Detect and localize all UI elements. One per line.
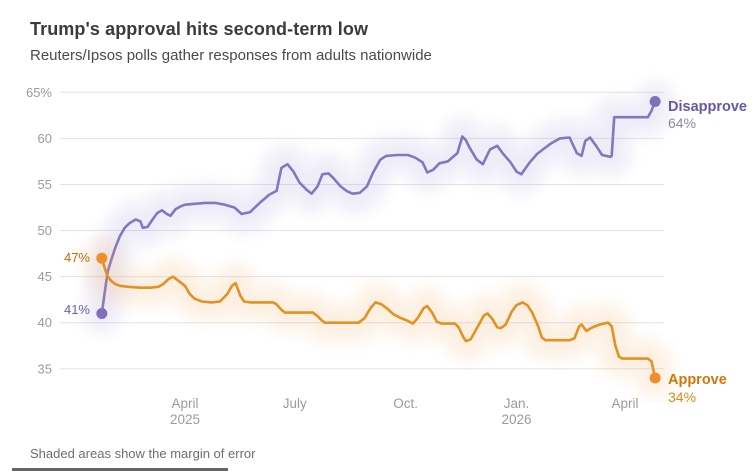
y-tick-label-50: 50 <box>38 223 52 238</box>
end-dot-approve <box>649 372 661 384</box>
y-tick-label-60: 60 <box>38 131 52 146</box>
x-tick-label: April <box>611 396 638 411</box>
x-tick-label: Jan. <box>504 396 530 411</box>
y-tick-label-65: 65% <box>26 85 52 100</box>
chart-title: Trump's approval hits second-term low <box>30 19 369 39</box>
series-line-approve <box>100 256 657 380</box>
end-dot-disapprove <box>649 96 661 108</box>
x-tick-label: 2025 <box>170 412 200 427</box>
start-dot-approve <box>96 252 108 264</box>
y-tick-label-35: 35 <box>38 361 52 376</box>
series-line-disapprove <box>100 100 657 315</box>
approve-start-value-label: 47% <box>63 250 90 265</box>
x-tick-label: July <box>283 396 307 411</box>
disapprove-start-value-label: 41% <box>63 302 90 317</box>
disapprove-end-value-label: 64% <box>668 115 697 131</box>
y-tick-label-45: 45 <box>38 269 52 284</box>
x-tick-label: Oct. <box>393 396 418 411</box>
approve-end-value-label: 34% <box>668 389 697 405</box>
margin-of-error-note: Shaded areas show the margin of error <box>30 446 256 461</box>
approve-series-label: Approve <box>668 372 727 388</box>
x-tick-label: 2026 <box>501 412 531 427</box>
y-tick-label-55: 55 <box>38 177 52 192</box>
bottom-page-edge <box>12 468 228 471</box>
start-dot-disapprove <box>96 307 108 319</box>
y-tick-label-40: 40 <box>38 315 52 330</box>
chart-subtitle: Reuters/Ipsos polls gather responses fro… <box>30 47 432 64</box>
disapprove-series-label: Disapprove <box>668 99 747 115</box>
x-tick-label: April <box>171 396 198 411</box>
